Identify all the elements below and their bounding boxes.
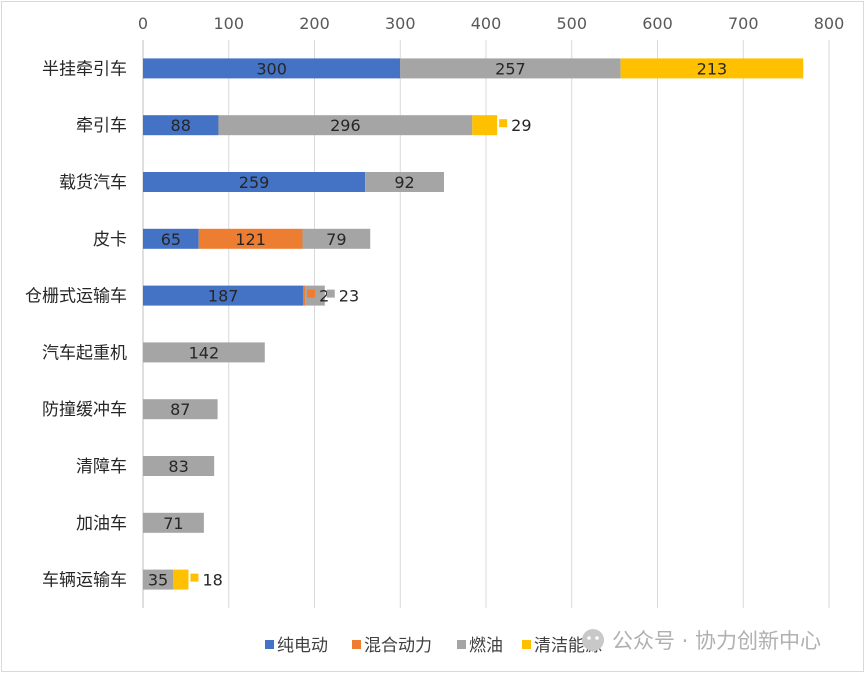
data-label: 2 <box>319 287 329 306</box>
x-tick-label: 700 <box>728 14 759 33</box>
category-label: 汽车起重机 <box>42 343 127 363</box>
bar-segment <box>143 115 219 136</box>
legend-label: 混合动力 <box>364 636 432 656</box>
bar-segment <box>620 58 804 79</box>
x-tick-label: 300 <box>385 14 416 33</box>
bar-segment <box>143 569 174 590</box>
x-tick-label: 600 <box>642 14 673 33</box>
bar-segment <box>302 228 371 249</box>
category-label: 载货汽车 <box>59 173 127 193</box>
watermark: 公众号 · 协力创新中心 <box>582 629 821 653</box>
bar-segment <box>365 172 444 192</box>
label-marker <box>326 289 335 298</box>
data-label: 142 <box>189 343 220 362</box>
x-tick-label: 100 <box>213 14 244 33</box>
label-marker <box>307 289 316 298</box>
category-label: 半挂牵引车 <box>42 59 127 79</box>
data-label: 296 <box>330 116 361 135</box>
data-label: 71 <box>163 514 183 533</box>
bars <box>143 58 804 590</box>
label-marker <box>190 573 199 582</box>
bar-segment <box>303 285 306 306</box>
bar-segment <box>472 115 498 136</box>
data-label: 213 <box>697 59 728 78</box>
data-label: 87 <box>170 400 190 419</box>
data-label: 65 <box>161 230 181 249</box>
category-label: 防撞缓冲车 <box>42 400 127 420</box>
data-label: 92 <box>394 173 414 192</box>
x-tick-label: 0 <box>138 14 148 33</box>
legend-item: 燃油 <box>457 636 503 656</box>
data-label: 121 <box>235 230 266 249</box>
bar-segment <box>400 58 621 79</box>
data-label: 35 <box>148 571 168 590</box>
x-axis-ticks: 0 100 200 300 400 500 600 700 800 <box>138 14 844 33</box>
category-label: 牵引车 <box>76 116 127 136</box>
category-label: 清障车 <box>76 457 127 477</box>
watermark-text: 公众号 · 协力创新中心 <box>612 629 821 653</box>
data-label: 88 <box>171 116 191 135</box>
bar-segment <box>198 228 303 249</box>
data-label: 18 <box>202 571 222 590</box>
bar-segment <box>173 569 189 590</box>
x-tick-label: 400 <box>471 14 502 33</box>
bar-segment <box>143 285 304 306</box>
bar-segment <box>143 456 215 476</box>
x-tick-label: 200 <box>299 14 330 33</box>
category-label: 仓栅式运输车 <box>25 287 127 307</box>
category-label: 车辆运输车 <box>42 571 127 591</box>
legend-label: 燃油 <box>469 636 503 656</box>
wechat-icon <box>582 629 604 651</box>
label-marker <box>499 119 508 128</box>
data-label: 300 <box>256 59 287 78</box>
legend-swatch <box>265 640 274 649</box>
data-label: 187 <box>208 287 239 306</box>
legend-swatch <box>457 640 466 649</box>
data-label: 259 <box>239 173 270 192</box>
category-label: 加油车 <box>76 514 127 534</box>
bar-segment <box>218 115 473 136</box>
bar-segment <box>143 512 204 533</box>
data-label: 83 <box>168 457 188 476</box>
legend-item: 混合动力 <box>352 636 432 656</box>
category-label: 皮卡 <box>93 230 127 250</box>
data-labels: 300 257 213 88 296 29 259 92 65 121 79 187 2 23 142 87 8… <box>148 59 727 589</box>
data-label: 79 <box>326 230 346 249</box>
bar-segment <box>143 172 366 192</box>
bar-segment <box>143 399 218 420</box>
category-labels: 半挂牵引车牵引车载货汽车皮卡仓栅式运输车汽车起重机防撞缓冲车清障车加油车车辆运输… <box>25 59 127 590</box>
legend-swatch <box>352 640 361 649</box>
x-tick-label: 500 <box>556 14 587 33</box>
bar-segment <box>143 228 199 249</box>
bar-segment <box>143 342 265 363</box>
bar-segment <box>143 58 401 79</box>
legend-label: 纯电动 <box>277 636 328 656</box>
legend-item: 纯电动 <box>265 636 328 656</box>
legend: 纯电动 混合动力 燃油 清洁能源 <box>265 636 602 656</box>
data-label: 29 <box>511 116 531 135</box>
x-tick-label: 800 <box>814 14 845 33</box>
data-label: 257 <box>495 59 526 78</box>
data-label: 23 <box>339 287 359 306</box>
legend-swatch <box>522 640 531 649</box>
